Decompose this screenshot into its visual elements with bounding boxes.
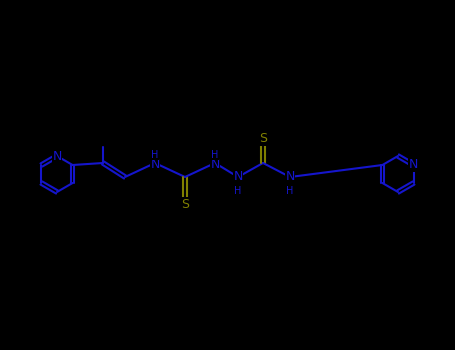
Text: S: S bbox=[181, 197, 189, 210]
Text: H: H bbox=[286, 186, 293, 196]
Text: N: N bbox=[210, 158, 220, 170]
Text: N: N bbox=[233, 170, 243, 183]
Text: H: H bbox=[211, 150, 219, 160]
Text: N: N bbox=[150, 158, 160, 170]
Text: N: N bbox=[409, 159, 418, 172]
Text: N: N bbox=[52, 149, 62, 162]
Text: H: H bbox=[234, 186, 242, 196]
Text: N: N bbox=[285, 170, 295, 183]
Text: H: H bbox=[152, 150, 159, 160]
Text: S: S bbox=[259, 133, 267, 146]
